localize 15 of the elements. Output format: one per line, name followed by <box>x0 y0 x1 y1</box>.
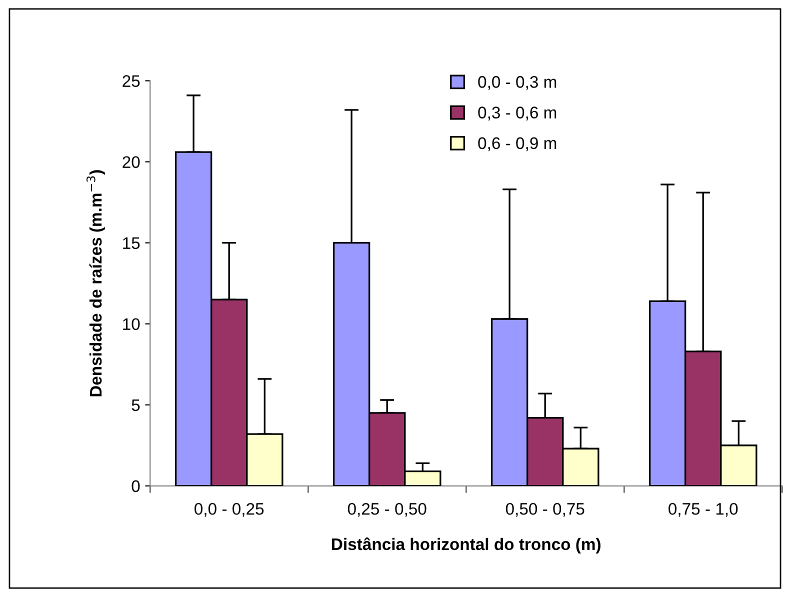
legend-label: 0,0 - 0,3 m <box>478 76 556 90</box>
y-axis-title: Densidade de raízes (m.m$^{−3}$) <box>86 170 106 396</box>
y-tick-label: 0 <box>132 480 140 492</box>
legend-label: 0,3 - 0,6 m <box>478 106 556 120</box>
legend-label: 0,6 - 0,9 m <box>478 137 556 152</box>
x-axis-title: Distância horizontal do tronco (m) <box>332 538 600 554</box>
y-tick-label: 5 <box>132 399 140 412</box>
y-tick-label: 25 <box>122 75 140 87</box>
y-tick-label: 10 <box>123 318 140 330</box>
x-tick-label: 0,75 - 1,0 <box>668 503 738 517</box>
x-tick-label: 0,50 - 0,75 <box>506 503 584 517</box>
x-tick-label: 0,0 - 0,25 <box>194 503 264 517</box>
x-tick-label: 0,25 - 0,50 <box>348 503 426 517</box>
y-tick-label: 20 <box>122 156 140 168</box>
y-tick-label: 15 <box>123 237 140 250</box>
